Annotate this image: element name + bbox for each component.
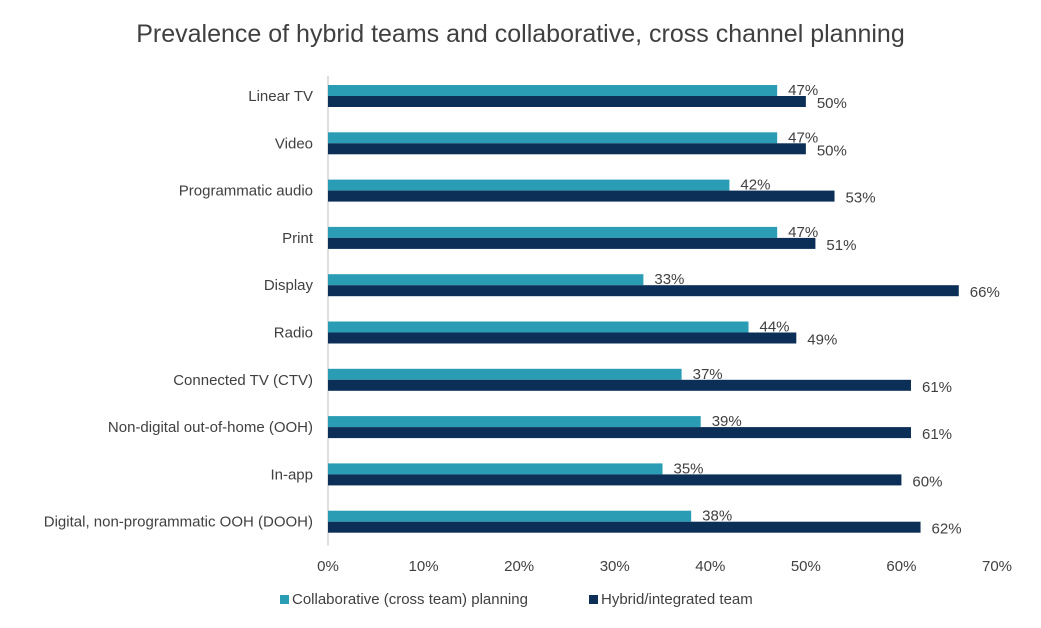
bar-collaborative [328, 321, 749, 333]
data-label: 51% [826, 237, 856, 254]
x-tick-label: 60% [886, 558, 916, 575]
x-tick-label: 70% [982, 558, 1012, 575]
data-label: 49% [807, 332, 837, 349]
bar-hybrid [328, 379, 911, 391]
data-label: 38% [702, 508, 732, 525]
data-label: 62% [932, 521, 962, 538]
category-label: Print [282, 230, 314, 247]
legend-label-hybrid: Hybrid/integrated team [601, 591, 753, 608]
bar-collaborative [328, 368, 682, 380]
x-tick-label: 10% [409, 558, 439, 575]
bar-hybrid [328, 521, 921, 533]
data-label: 61% [922, 379, 952, 396]
data-label: 42% [740, 177, 770, 194]
bar-hybrid [328, 474, 902, 486]
category-label: Non-digital out-of-home (OOH) [108, 419, 313, 436]
bar-hybrid [328, 285, 959, 297]
data-labels: 47%50%47%50%42%53%47%51%33%66%44%49%37%6… [654, 82, 999, 538]
x-tick-label: 30% [600, 558, 630, 575]
category-label: Digital, non-programmatic OOH (DOOH) [44, 514, 313, 531]
data-label: 47% [788, 129, 818, 146]
category-label: Display [264, 277, 314, 294]
data-label: 53% [846, 190, 876, 207]
category-label: Linear TV [248, 88, 313, 105]
x-tick-label: 20% [504, 558, 534, 575]
data-label: 61% [922, 426, 952, 443]
x-tick-label: 50% [791, 558, 821, 575]
bar-collaborative [328, 274, 644, 286]
legend-swatch-collaborative [280, 595, 289, 604]
data-label: 47% [788, 82, 818, 99]
data-label: 47% [788, 224, 818, 241]
category-label: Programmatic audio [179, 183, 313, 200]
bar-hybrid [328, 190, 835, 202]
bar-collaborative [328, 132, 778, 144]
category-label: Connected TV (CTV) [173, 372, 313, 389]
x-tick-label: 40% [695, 558, 725, 575]
data-label: 66% [970, 284, 1000, 301]
legend-swatch-hybrid [589, 595, 598, 604]
legend-label-collaborative: Collaborative (cross team) planning [292, 591, 528, 608]
category-labels: Linear TV Video Programmatic audio Print Dis… [44, 88, 314, 531]
data-label: 33% [654, 271, 684, 288]
data-label: 37% [693, 366, 723, 383]
data-label: 50% [817, 95, 847, 112]
category-label: Video [275, 135, 313, 152]
category-label: In-app [270, 466, 313, 483]
bar-hybrid [328, 427, 911, 439]
data-label: 60% [912, 473, 942, 490]
x-tick-labels: 0% 10% 20% 30% 40% 50% 60% 70% [317, 558, 1012, 575]
bar-hybrid [328, 237, 816, 249]
chart-title: Prevalence of hybrid teams and collabora… [136, 20, 905, 48]
bars-group [328, 85, 959, 533]
data-label: 39% [712, 413, 742, 430]
bar-collaborative [328, 226, 778, 238]
data-label: 35% [674, 460, 704, 477]
data-label: 44% [760, 319, 790, 336]
data-label: 50% [817, 142, 847, 159]
category-label: Radio [274, 325, 313, 342]
bar-collaborative [328, 85, 778, 96]
bar-hybrid [328, 143, 806, 155]
bar-collaborative [328, 416, 701, 428]
bar-collaborative [328, 463, 663, 475]
bar-collaborative [328, 510, 692, 522]
bar-collaborative [328, 179, 730, 191]
x-tick-label: 0% [317, 558, 339, 575]
legend: Collaborative (cross team) planning Hybri… [280, 591, 753, 608]
bar-hybrid [328, 96, 806, 107]
bar-hybrid [328, 332, 797, 344]
